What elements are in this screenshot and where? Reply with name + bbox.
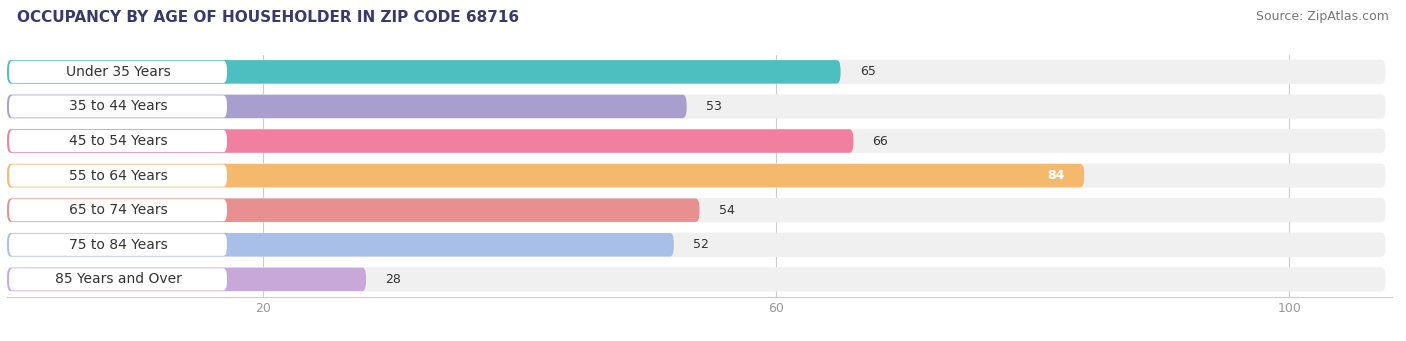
Text: 84: 84 (1047, 169, 1064, 182)
Text: 35 to 44 Years: 35 to 44 Years (69, 100, 167, 114)
FancyBboxPatch shape (7, 60, 1385, 84)
FancyBboxPatch shape (7, 198, 1385, 222)
FancyBboxPatch shape (7, 268, 366, 291)
FancyBboxPatch shape (8, 165, 226, 187)
FancyBboxPatch shape (7, 94, 1385, 119)
Text: Source: ZipAtlas.com: Source: ZipAtlas.com (1256, 10, 1389, 23)
Text: 45 to 54 Years: 45 to 54 Years (69, 134, 167, 148)
FancyBboxPatch shape (7, 164, 1385, 188)
Text: 52: 52 (693, 238, 709, 251)
Text: 66: 66 (873, 135, 889, 148)
FancyBboxPatch shape (8, 61, 226, 83)
FancyBboxPatch shape (7, 267, 1385, 292)
FancyBboxPatch shape (7, 233, 1385, 257)
FancyBboxPatch shape (8, 234, 226, 256)
FancyBboxPatch shape (8, 268, 226, 291)
Text: 53: 53 (706, 100, 721, 113)
FancyBboxPatch shape (7, 233, 673, 256)
Text: 65: 65 (860, 65, 876, 78)
FancyBboxPatch shape (7, 60, 841, 84)
Text: 55 to 64 Years: 55 to 64 Years (69, 168, 167, 183)
Text: 85 Years and Over: 85 Years and Over (55, 272, 181, 286)
Text: Under 35 Years: Under 35 Years (66, 65, 170, 79)
Text: 54: 54 (718, 204, 734, 217)
Text: 65 to 74 Years: 65 to 74 Years (69, 203, 167, 217)
FancyBboxPatch shape (7, 129, 853, 153)
FancyBboxPatch shape (7, 129, 1385, 153)
Text: 75 to 84 Years: 75 to 84 Years (69, 238, 167, 252)
FancyBboxPatch shape (8, 130, 226, 152)
FancyBboxPatch shape (8, 95, 226, 118)
FancyBboxPatch shape (8, 199, 226, 221)
FancyBboxPatch shape (7, 95, 686, 118)
FancyBboxPatch shape (7, 164, 1084, 187)
Text: 28: 28 (385, 273, 401, 286)
FancyBboxPatch shape (7, 198, 699, 222)
Text: OCCUPANCY BY AGE OF HOUSEHOLDER IN ZIP CODE 68716: OCCUPANCY BY AGE OF HOUSEHOLDER IN ZIP C… (17, 10, 519, 25)
